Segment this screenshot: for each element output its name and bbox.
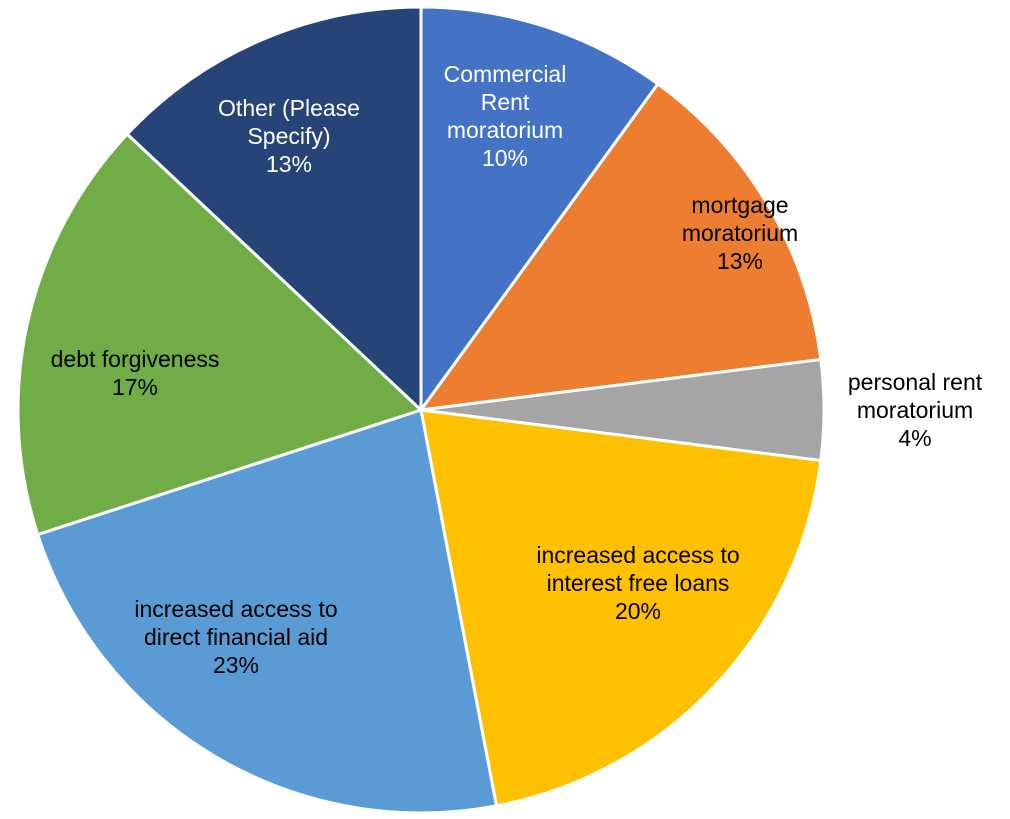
slice-label-1: Commercial Rent moratorium 10% [444, 61, 567, 171]
slice-percent-label: 10% [482, 145, 528, 171]
slice-category-label: Specify) [247, 123, 330, 149]
slice-label-5: increased access to direct financial aid 2… [134, 596, 337, 678]
slice-label-4: increased access to interest free loans 20… [536, 542, 739, 624]
slice-label-7: Other (Please Specify) 13% [218, 95, 360, 177]
slice-percent-label: 17% [112, 374, 158, 400]
slice-percent-label: 4% [898, 425, 931, 451]
slice-category-label: moratorium [682, 220, 798, 246]
slice-category-label: debt forgiveness [51, 346, 220, 372]
slice-category-label: moratorium [857, 397, 973, 423]
slice-category-label: increased access to [536, 542, 739, 568]
slice-label-3: personal rent moratorium 4% [848, 369, 983, 451]
slice-percent-label: 13% [266, 151, 312, 177]
pie-slice-6 [16, 132, 424, 537]
pie-slice-7 [125, 5, 423, 414]
slice-category-label: mortgage [691, 192, 788, 218]
slice-category-label: Other (Please [218, 95, 360, 121]
pie-slice-5 [35, 408, 499, 815]
slices-layer [16, 5, 826, 815]
slice-category-label: moratorium [447, 117, 563, 143]
pie-slice-4 [419, 408, 823, 808]
labels-layer: Commercial Rent moratorium 10%mortgage morat… [51, 61, 983, 678]
pie-slice-1 [419, 5, 660, 415]
slice-category-label: increased access to [134, 596, 337, 622]
slice-percent-label: 23% [213, 652, 259, 678]
slice-percent-label: 13% [717, 248, 763, 274]
slice-category-label: direct financial aid [144, 624, 328, 650]
slice-category-label: interest free loans [547, 570, 730, 596]
slice-percent-label: 20% [615, 598, 661, 624]
slice-category-label: personal rent [848, 369, 983, 395]
slice-label-2: mortgage moratorium 13% [682, 192, 798, 274]
pie-slice-2 [417, 81, 823, 412]
slice-category-label: Rent [481, 89, 530, 115]
slice-category-label: Commercial [444, 61, 567, 87]
slice-label-6: debt forgiveness 17% [51, 346, 220, 400]
